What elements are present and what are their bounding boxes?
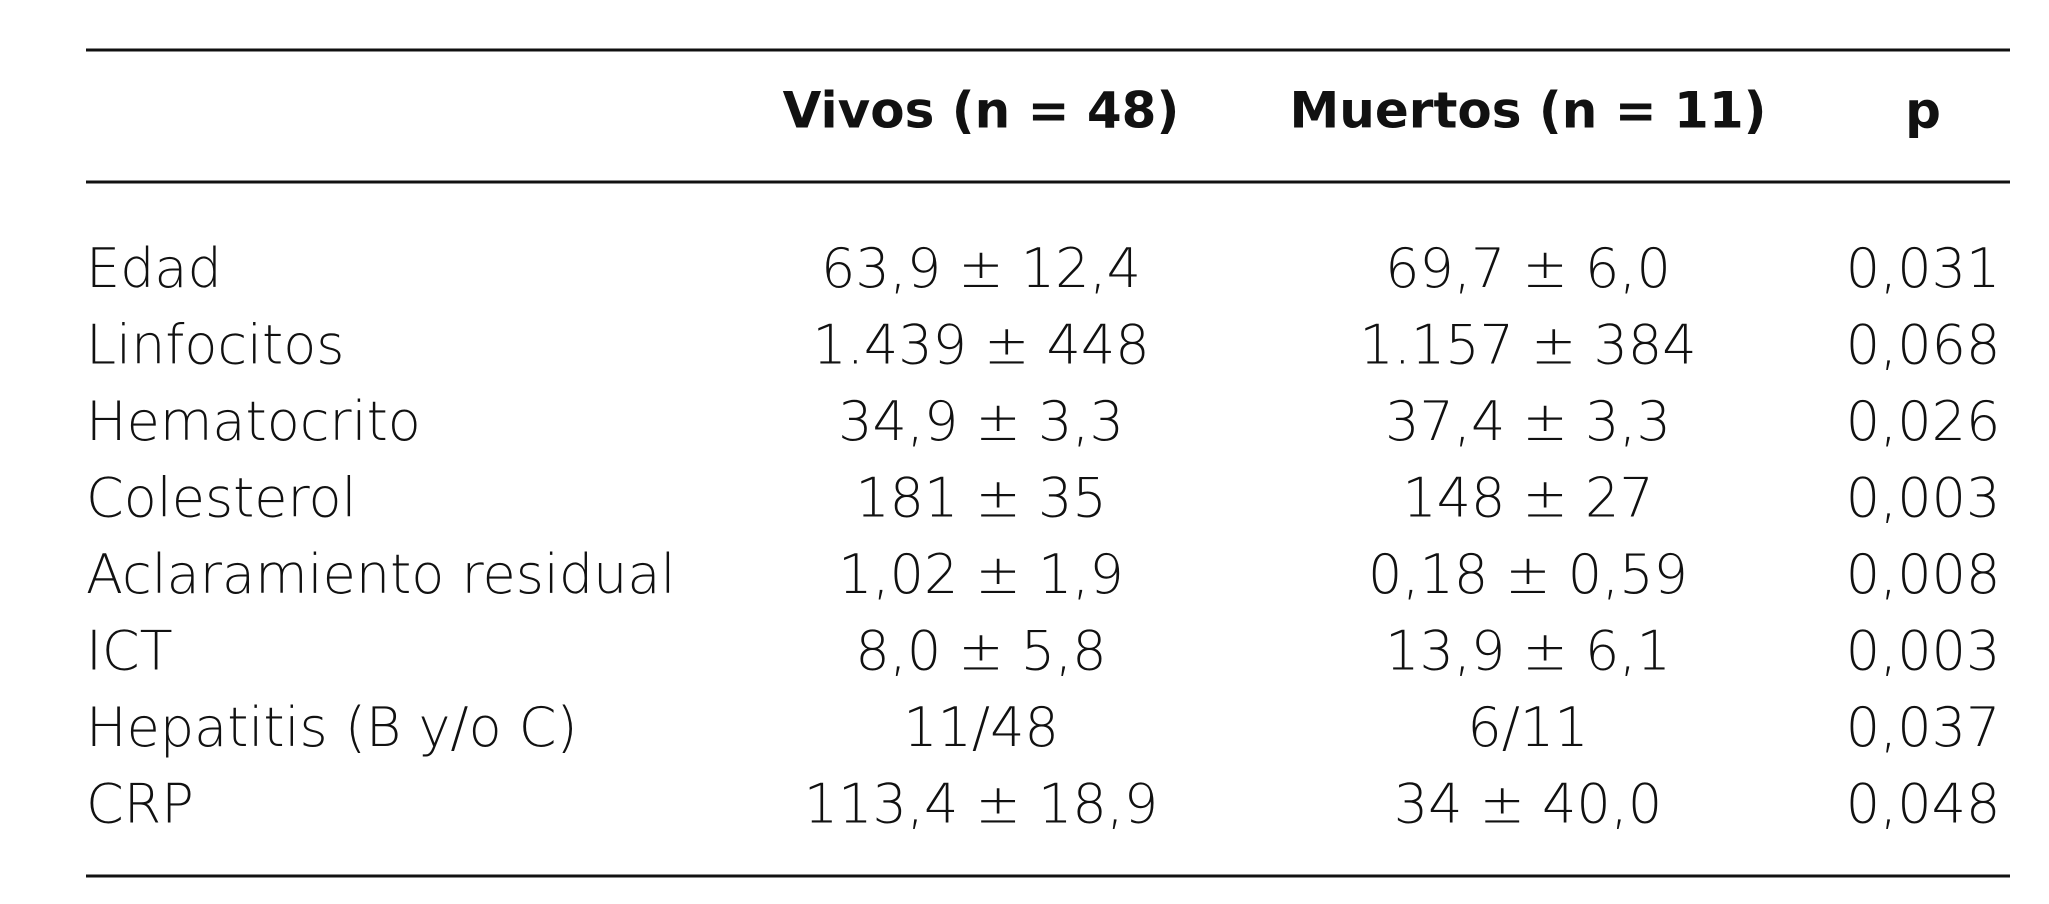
column-header: Muertos (n = 11) xyxy=(1290,82,1767,140)
column-header: p xyxy=(1905,82,1941,140)
cell: 34,9 ± 3,3 xyxy=(838,390,1124,453)
cell: 1.157 ± 384 xyxy=(1359,313,1696,376)
cell: 148 ± 27 xyxy=(1402,466,1653,529)
row-label: Hepatitis (B y/o C) xyxy=(86,696,578,759)
row-label: Aclaramiento residual xyxy=(86,543,675,606)
cell: 0,008 xyxy=(1846,543,2001,606)
cell: 0,031 xyxy=(1846,237,2001,300)
cell: 181 ± 35 xyxy=(855,466,1106,529)
cell: 8,0 ± 5,8 xyxy=(855,619,1106,682)
cell: 0,048 xyxy=(1846,772,2001,835)
cell: 113,4 ± 18,9 xyxy=(804,772,1158,835)
row-label: Colesterol xyxy=(86,466,357,529)
cell: 0,026 xyxy=(1846,390,2001,453)
cell: 11/48 xyxy=(903,696,1059,759)
cell: 37,4 ± 3,3 xyxy=(1385,390,1671,453)
cell: 0,037 xyxy=(1846,696,2001,759)
cell: 0,068 xyxy=(1846,313,2001,376)
row-label: CRP xyxy=(86,772,194,835)
cell: 6/11 xyxy=(1467,696,1588,759)
row-label: Linfocitos xyxy=(86,313,344,376)
cell: 13,9 ± 6,1 xyxy=(1385,619,1671,682)
cell: 0,003 xyxy=(1846,466,2001,529)
cell: 63,9 ± 12,4 xyxy=(821,237,1141,300)
cell: 1,02 ± 1,9 xyxy=(838,543,1124,606)
column-header: Vivos (n = 48) xyxy=(783,82,1180,140)
cell: 0,18 ± 0,59 xyxy=(1368,543,1688,606)
row-label: ICT xyxy=(86,619,173,682)
cell: 69,7 ± 6,0 xyxy=(1385,237,1671,300)
cell: 0,003 xyxy=(1846,619,2001,682)
row-label: Edad xyxy=(86,237,222,300)
row-label: Hematocrito xyxy=(86,390,421,453)
cell: 1.439 ± 448 xyxy=(812,313,1149,376)
cell: 34 ± 40,0 xyxy=(1394,772,1663,835)
